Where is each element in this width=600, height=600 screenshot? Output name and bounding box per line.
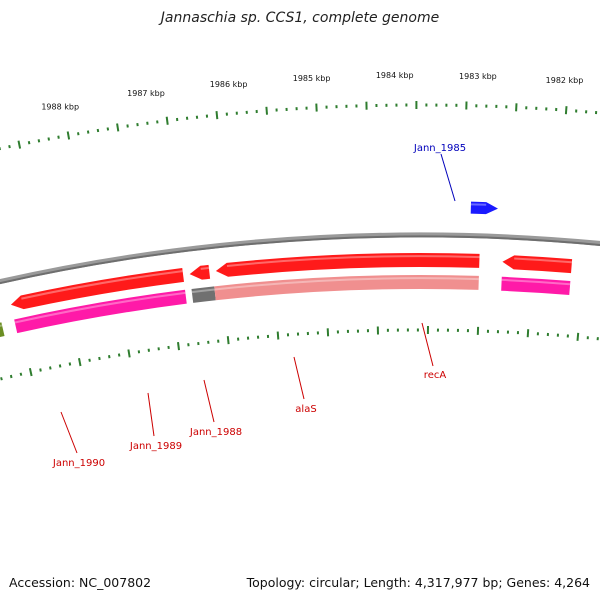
gene-jann-1985 [470, 201, 498, 215]
genome-summary-text: Topology: circular; Length: 4,317,977 bp… [246, 575, 590, 590]
tick-label: 1985 kbp [293, 74, 331, 83]
gene-label: alaS [295, 404, 316, 415]
minor-tick [58, 364, 62, 368]
minor-tick [0, 377, 3, 381]
minor-tick [37, 139, 41, 143]
minor-tick [96, 128, 100, 133]
minor-tick [77, 132, 80, 136]
gene-label: Jann_1989 [129, 441, 182, 452]
major-tick [17, 140, 22, 149]
accession-text: Accession: NC_007802 [9, 575, 152, 590]
major-tick [215, 111, 219, 120]
gene-jann-1988 [191, 286, 216, 303]
minor-tick [86, 130, 90, 134]
outer-tick-ring [0, 101, 598, 151]
gene-alas [214, 275, 479, 301]
minor-tick [108, 355, 111, 359]
major-tick [28, 367, 33, 377]
minor-tick [49, 366, 52, 370]
minor-tick [57, 135, 60, 139]
major-tick [177, 341, 180, 351]
gene-alas-highlight [214, 277, 479, 291]
major-tick [564, 106, 568, 115]
major-tick [78, 358, 82, 367]
gene-jann-1990 [0, 322, 5, 338]
gene-reca-highlight [501, 278, 571, 286]
genome-backbone [0, 232, 600, 285]
leader-line [147, 392, 155, 437]
major-tick [276, 331, 280, 340]
tick-labels: 1982 kbp 1983 kbp 1984 kbp 1985 kbp 1986 kbp… [41, 71, 584, 112]
tick-label: 1986 kbp [210, 80, 248, 89]
tick-label: 1988 kbp [41, 103, 79, 112]
gene-small-top [189, 264, 211, 280]
minor-tick [106, 127, 110, 131]
inner-tick-ring [0, 325, 599, 381]
gene-jann-1988-highlight [191, 288, 215, 294]
tick-label: 1987 kbp [127, 89, 165, 98]
major-tick [165, 116, 169, 125]
gene-reca [501, 276, 571, 295]
gene-reca-top-highlight [514, 257, 572, 264]
minor-tick [27, 141, 31, 145]
tick-label: 1982 kbp [546, 76, 584, 85]
leader-line [203, 379, 215, 423]
major-tick [265, 106, 268, 115]
minor-tick [9, 374, 13, 379]
minor-tick [19, 372, 23, 376]
backbone-line [0, 232, 600, 285]
minor-tick [8, 144, 11, 149]
gene-label: Jann_1988 [189, 427, 242, 438]
major-tick [127, 349, 131, 358]
minor-tick [39, 368, 42, 372]
leader-line [293, 356, 305, 400]
minor-tick [88, 358, 91, 362]
gene-label: recA [424, 370, 447, 381]
minor-tick [47, 137, 50, 141]
tick-label: 1984 kbp [376, 71, 414, 80]
gene-reca-top [502, 255, 573, 274]
gene-jann-1989-highlight [14, 291, 186, 324]
gene-label: Jann_1990 [52, 458, 105, 469]
major-tick [116, 123, 120, 132]
minor-tick [98, 356, 101, 361]
major-tick [66, 131, 71, 140]
major-tick [526, 329, 530, 338]
gene-labels: Jann_1985 recA alaS Jann_1988 Jann_1989 Jann_… [52, 143, 466, 469]
gene-alas-top [215, 253, 480, 277]
backbone-shadow [0, 235, 600, 285]
major-tick [576, 332, 580, 341]
map-title: Jannaschia sp. CCS1, complete genome [160, 10, 440, 26]
gene-jann-1990-highlight [0, 324, 3, 327]
leader-line [421, 322, 434, 367]
gene-small-top-highlight [200, 267, 210, 270]
gene-jann-1989-top [10, 267, 184, 310]
gene-label: Jann_1985 [413, 143, 466, 154]
gene-jann-1989 [14, 289, 187, 334]
gene-jann-1989-top-highlight [21, 270, 183, 300]
minor-tick [117, 353, 121, 357]
major-tick [226, 336, 230, 345]
tick-label: 1983 kbp [459, 72, 497, 81]
minor-tick [68, 362, 72, 366]
gene-features [0, 201, 573, 338]
gene-alas-top-highlight [226, 255, 480, 267]
leader-line [440, 153, 456, 202]
leader-line [60, 411, 78, 454]
